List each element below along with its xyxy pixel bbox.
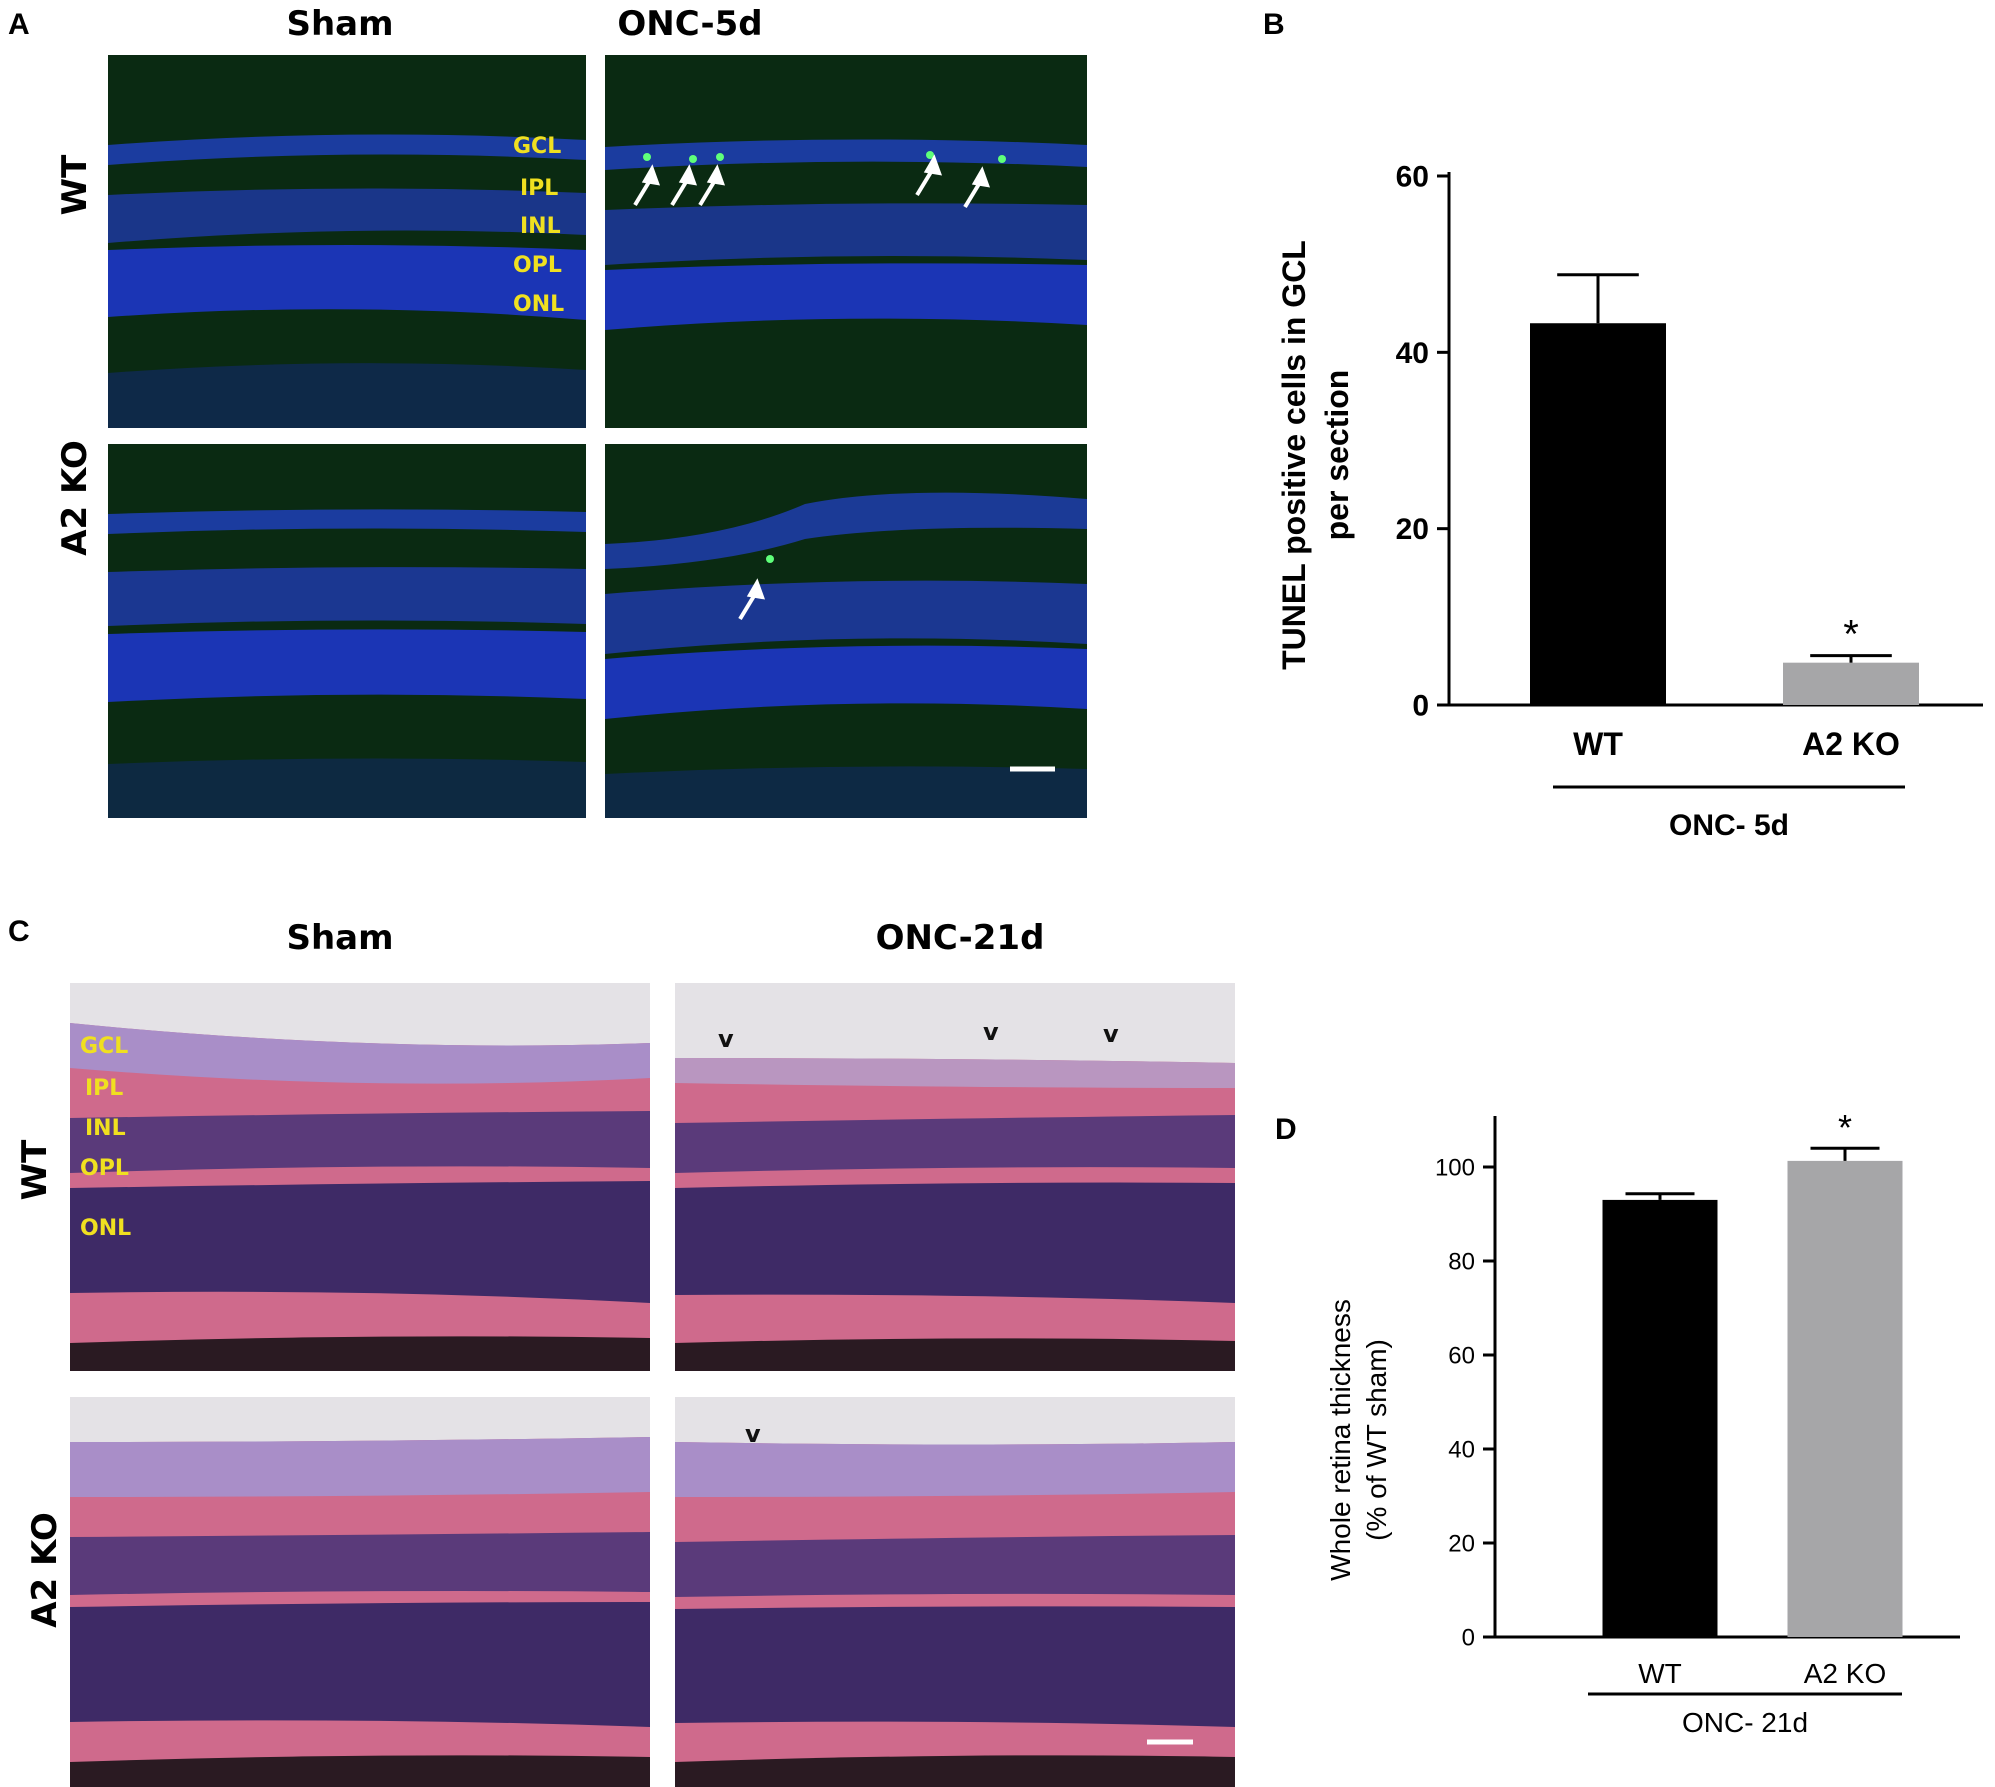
chart-b-category-label-0: WT <box>1573 726 1623 762</box>
panel-c-label-opl: OPL <box>80 1156 129 1181</box>
panel-a-header-onc5d: ONC-5d <box>617 4 763 44</box>
chart-d-category-label-0: WT <box>1638 1658 1682 1689</box>
micrograph-a-wt-onc5d-art <box>605 55 1087 428</box>
panel-a-label-ipl: IPL <box>520 176 559 201</box>
chart-d-ytick-label: 0 <box>1462 1624 1475 1651</box>
panel-b-letter: B <box>1263 8 1285 41</box>
micrograph-c-wt-onc21d-art <box>675 983 1235 1371</box>
panel-c-vacuole-mark-4: v <box>745 1420 761 1448</box>
micrograph-a-a2ko-sham-art <box>108 444 586 818</box>
chart-d-ytick-label: 60 <box>1448 1342 1475 1369</box>
chart-d-ytick-label: 40 <box>1448 1436 1475 1463</box>
panel-a-label-inl: INL <box>520 214 561 239</box>
panel-c-header-onc21d: ONC-21d <box>875 918 1045 958</box>
panel-c-letter: C <box>8 915 30 948</box>
micrograph-a-a2ko-onc5d-art <box>605 444 1087 818</box>
chart-d-plot: 0 20 40 60 80 100 WT A2 KO * <box>1435 1107 1960 1689</box>
panel-c-row-a2ko: A2 KO <box>25 1512 65 1628</box>
panel-d-letter: D <box>1275 1113 1297 1146</box>
chart-b-ylabel-2: per section <box>1319 370 1355 541</box>
micrograph-a-wt-sham <box>108 55 586 428</box>
panel-a-row-a2ko: A2 KO <box>55 440 95 556</box>
panel-c-vacuole-mark-1: v <box>718 1025 734 1053</box>
chart-d-bar-0 <box>1602 1199 1718 1637</box>
micrograph-c-wt-sham-art <box>70 983 650 1371</box>
chart-d-category-label-1: A2 KO <box>1804 1658 1886 1689</box>
chart-b-category-label-1: A2 KO <box>1802 726 1900 762</box>
chart-b-ytick-label: 20 <box>1396 513 1429 546</box>
chart-b-bar-0 <box>1530 323 1666 705</box>
micrograph-c-wt-onc21d <box>675 983 1235 1371</box>
micrograph-c-wt-sham <box>70 983 650 1371</box>
panel-c-vacuole-mark-2: v <box>983 1018 999 1046</box>
panel-c-label-inl: INL <box>85 1116 126 1141</box>
panel-c-label-ipl: IPL <box>85 1076 124 1101</box>
chart-b-bar-1 <box>1783 662 1919 705</box>
panel-a-letter: A <box>8 8 30 41</box>
micrograph-c-a2ko-sham-art <box>70 1397 650 1787</box>
chart-b-group-label: ONC- 5d <box>1669 809 1789 842</box>
micrograph-a-a2ko-sham <box>108 444 586 818</box>
panel-a-label-gcl: GCL <box>513 134 562 159</box>
chart-d-significance-star-0: * <box>1838 1107 1852 1148</box>
panel-a-header-sham: Sham <box>286 4 394 44</box>
panel-a-row-wt: WT <box>55 154 95 216</box>
chart-b-ylabel: TUNEL positive cells in GCL <box>1276 240 1312 670</box>
panel-c-header-sham: Sham <box>286 918 394 958</box>
chart-d-ytick-label: 100 <box>1435 1154 1475 1181</box>
micrograph-c-a2ko-onc21d-art <box>675 1397 1235 1787</box>
chart-d-ylabel-2: (% of WT sham) <box>1361 1339 1392 1541</box>
panel-c-vacuole-mark-3: v <box>1103 1020 1119 1048</box>
micrograph-a-wt-onc5d <box>605 55 1087 428</box>
panel-c-row-wt: WT <box>15 1139 55 1201</box>
chart-d-ytick-label: 20 <box>1448 1530 1475 1557</box>
chart-d-group-label: ONC- 21d <box>1682 1707 1808 1738</box>
chart-b-ytick-label: 40 <box>1396 337 1429 370</box>
chart-b-ytick-label: 60 <box>1396 161 1429 194</box>
micrograph-a-wt-sham-art <box>108 55 586 428</box>
chart-d-bar-1 <box>1787 1160 1903 1637</box>
chart-b-significance-star-0: * <box>1843 613 1859 657</box>
panel-c-label-gcl: GCL <box>80 1034 129 1059</box>
chart-b: TUNEL positive cells in GCL per section … <box>1276 161 1983 842</box>
panel-c-label-onl: ONL <box>80 1216 132 1241</box>
chart-d: Whole retina thickness (% of WT sham) 0 2… <box>1325 1107 1960 1738</box>
chart-b-plot: 0 20 40 60 WT A2 KO * <box>1396 161 1983 762</box>
micrograph-c-a2ko-sham <box>70 1397 650 1787</box>
chart-b-ytick-label: 0 <box>1412 690 1429 723</box>
panel-a-label-opl: OPL <box>513 253 562 278</box>
chart-d-ytick-label: 80 <box>1448 1248 1475 1275</box>
chart-d-ylabel: Whole retina thickness <box>1325 1299 1356 1581</box>
micrograph-a-a2ko-onc5d <box>605 444 1087 818</box>
panel-a-label-onl: ONL <box>513 292 565 317</box>
micrograph-c-a2ko-onc21d <box>675 1397 1235 1787</box>
